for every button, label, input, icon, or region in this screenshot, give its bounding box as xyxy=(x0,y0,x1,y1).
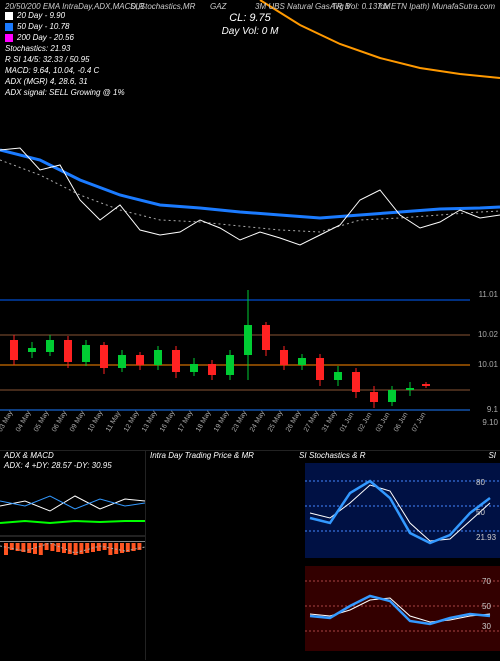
legend-50: 50 Day - 10.78 xyxy=(17,21,69,32)
swatch-20 xyxy=(5,12,13,20)
adx-values: ADX: 4 +DY: 28.57 -DY: 30.95 xyxy=(4,461,112,470)
svg-text:21.93: 21.93 xyxy=(476,533,497,542)
header-sl: SI,Stochastics,MR xyxy=(130,2,195,11)
intra-title: Intra Day Trading Price & MR xyxy=(150,451,254,460)
y-tick-label: 9.10 xyxy=(482,418,498,427)
close-price-label: CL: 9.75 xyxy=(229,12,271,24)
adx-svg xyxy=(0,451,145,661)
swatch-200 xyxy=(5,34,13,42)
candlestick-panel: 11.01 10.02 10.01 9.1 9.10 03 May04 May05 Ma… xyxy=(0,280,500,450)
y-tick-label: 10.02 xyxy=(478,330,498,339)
main-price-chart: 20/50/200 EMA IntraDay,ADX,MACD,R SI,Sto… xyxy=(0,0,500,280)
y-tick-label: 11.01 xyxy=(479,290,498,299)
header-gaz: GAZ xyxy=(210,2,226,11)
legend-adx-sig: ADX signal: SELL Growing @ 1% xyxy=(5,87,125,98)
si-panel: SI xyxy=(295,450,305,660)
svg-text:50: 50 xyxy=(482,602,491,611)
intraday-panel: Intra Day Trading Price & MR xyxy=(145,450,295,660)
stoch-title-r: SI xyxy=(488,451,496,460)
svg-text:70: 70 xyxy=(482,577,491,586)
candle-x-axis: 03 May04 May05 May06 May09 May10 May11 M… xyxy=(0,428,470,450)
svg-text:30: 30 xyxy=(482,622,491,631)
legend-stoch: Stochastics: 21.93 xyxy=(5,43,125,54)
indicator-row: ADX & MACD ADX: 4 +DY: 28.57 -DY: 30.95 … xyxy=(0,450,500,660)
svg-text:80: 80 xyxy=(476,478,485,487)
header-source: Idx ETN Ipath) MunafaSutra.com xyxy=(378,2,495,11)
y-tick-label: 10.01 xyxy=(478,360,498,369)
candle-svg xyxy=(0,280,500,428)
chart-legend: 20 Day - 9.90 50 Day - 10.78 200 Day - 2… xyxy=(5,10,125,98)
adx-title: ADX & MACD xyxy=(4,451,54,460)
legend-adx: ADX (MGR) 4, 28.6, 31 xyxy=(5,76,125,87)
si-title: SI xyxy=(299,451,307,460)
svg-text:50: 50 xyxy=(476,508,485,517)
legend-20: 20 Day - 9.90 xyxy=(17,10,65,21)
y-tick-label: 9.1 xyxy=(487,405,498,414)
day-vol-label: Day Vol: 0 M xyxy=(222,26,279,37)
adx-macd-panel: ADX & MACD ADX: 4 +DY: 28.57 -DY: 30.95 xyxy=(0,450,145,660)
stoch-r-panel: Stochastics & R SI 80 50 21.93 70 50 30 xyxy=(305,450,500,660)
stoch-svg: 80 50 21.93 70 50 30 xyxy=(305,451,500,661)
legend-200: 200 Day - 20.56 xyxy=(17,32,74,43)
swatch-50 xyxy=(5,23,13,31)
stoch-title: Stochastics & R xyxy=(309,451,365,460)
legend-macd: MACD: 9.64, 10.04, -0.4 C xyxy=(5,65,125,76)
legend-rsi: R SI 14/5: 32.33 / 50.95 xyxy=(5,54,125,65)
